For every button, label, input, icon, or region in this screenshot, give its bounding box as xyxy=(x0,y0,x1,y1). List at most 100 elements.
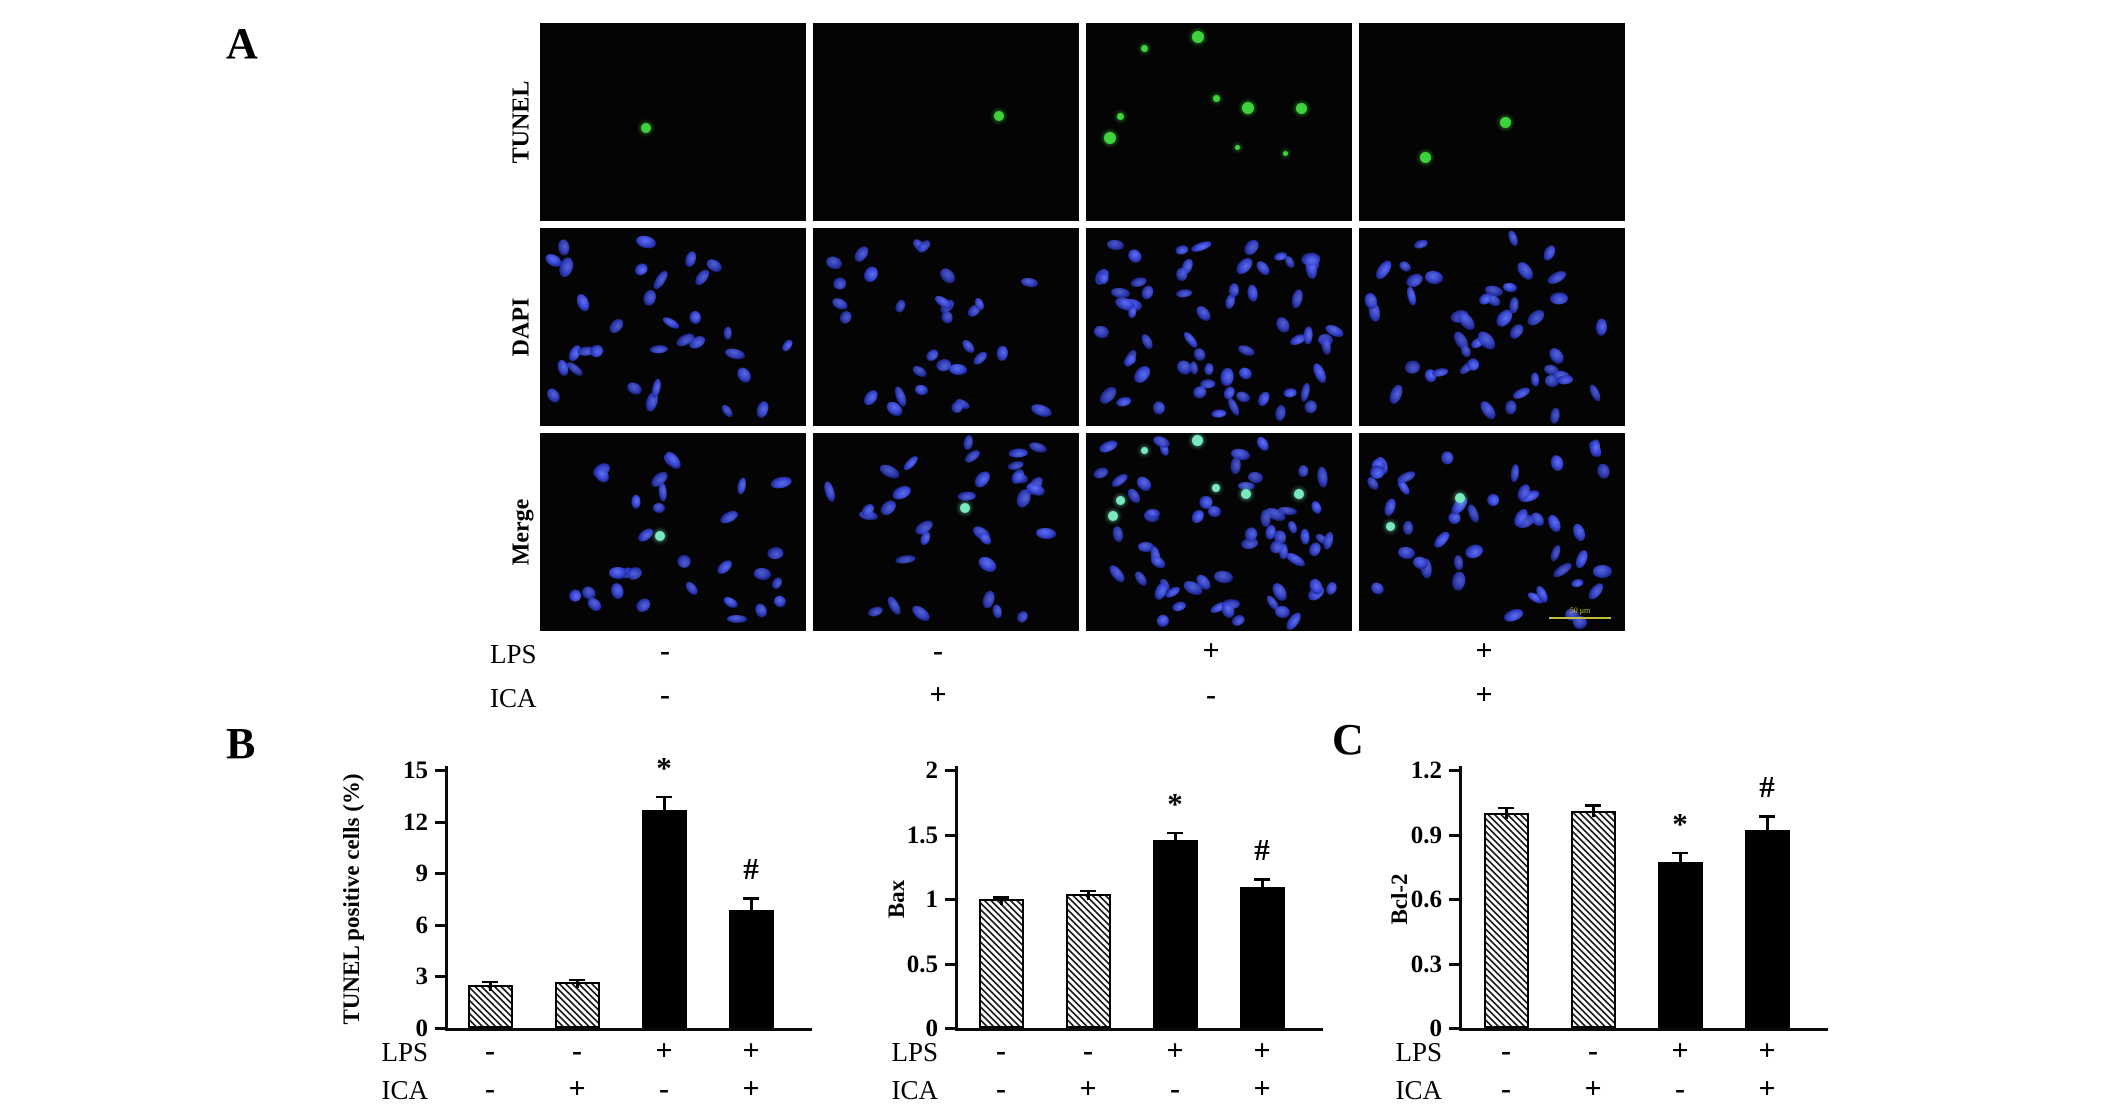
cell-nucleus xyxy=(1254,435,1272,454)
panel-a-ica-value-3: - xyxy=(1206,678,1216,711)
cell-nucleus xyxy=(772,593,788,609)
cell-nucleus xyxy=(625,379,644,397)
cell-nucleus xyxy=(1595,462,1611,480)
error-bar-cap xyxy=(1498,806,1514,810)
y-tick-mark xyxy=(1449,898,1459,901)
panel-a-lps-value-1: - xyxy=(660,634,670,667)
y-tick-label: 0.5 xyxy=(906,950,938,978)
error-bar-cap xyxy=(743,897,759,900)
chart-ica-value-2: + xyxy=(1079,1072,1097,1105)
cell-nucleus xyxy=(734,365,753,386)
cell-nucleus xyxy=(832,276,848,290)
cell-nucleus xyxy=(755,399,771,420)
cell-nucleus xyxy=(1284,549,1307,569)
cell-nucleus xyxy=(1245,284,1259,303)
bar xyxy=(1570,810,1616,1028)
merge-tunel-dot xyxy=(1116,495,1126,505)
chart-lps-value-2: - xyxy=(1083,1034,1093,1067)
cell-nucleus xyxy=(753,601,769,619)
chart-lps-value-1: - xyxy=(1501,1034,1511,1067)
tunel-positive-dot xyxy=(1235,145,1241,151)
y-tick-mark xyxy=(945,769,955,772)
tunel-positive-dot xyxy=(1212,94,1220,102)
chart-lps-value-3: + xyxy=(1166,1034,1184,1067)
tunel-positive-dot xyxy=(1242,102,1255,115)
cell-nucleus xyxy=(1219,367,1235,387)
cell-nucleus xyxy=(1508,297,1519,315)
cell-nucleus xyxy=(1556,373,1575,386)
cell-nucleus xyxy=(1540,243,1558,263)
cell-nucleus xyxy=(1273,404,1287,423)
cell-nucleus xyxy=(1502,607,1525,625)
cell-nucleus xyxy=(1463,542,1485,560)
cell-nucleus xyxy=(1030,402,1054,420)
cell-nucleus xyxy=(1592,565,1613,578)
cell-nucleus xyxy=(1549,406,1561,424)
cell-nucleus xyxy=(902,454,921,473)
cell-nucleus xyxy=(1282,254,1296,270)
y-tick-mark xyxy=(435,923,445,927)
y-tick-mark xyxy=(435,769,445,772)
micrograph-merge-1 xyxy=(540,433,806,631)
cell-nucleus xyxy=(990,603,1003,620)
chart-lps-row-label: LPS xyxy=(381,1037,428,1067)
cell-nucleus xyxy=(1387,382,1406,406)
chart-ica-value-4: + xyxy=(1758,1072,1776,1105)
cell-nucleus xyxy=(1035,527,1056,541)
y-tick-label: 1 xyxy=(925,886,939,913)
cell-nucleus xyxy=(1303,325,1314,345)
merge-tunel-dot xyxy=(654,530,665,541)
cell-nucleus xyxy=(1309,499,1323,515)
y-tick-label: 0.9 xyxy=(1410,821,1442,849)
significance-asterisk: * xyxy=(1167,785,1183,821)
cell-nucleus xyxy=(1505,399,1518,415)
cell-nucleus xyxy=(1190,238,1213,254)
cell-nucleus xyxy=(683,580,701,598)
cell-nucleus xyxy=(557,238,571,256)
significance-asterisk: * xyxy=(656,749,672,785)
cell-nucleus xyxy=(1290,288,1305,309)
cell-nucleus xyxy=(631,495,641,509)
y-tick-mark xyxy=(945,898,955,901)
cell-nucleus xyxy=(1300,252,1321,266)
cell-nucleus xyxy=(1485,491,1502,509)
y-tick-label: 0 xyxy=(1429,1015,1443,1042)
micrograph-tunel-3 xyxy=(1086,23,1352,221)
cell-nucleus xyxy=(976,530,993,548)
cell-nucleus xyxy=(1241,236,1262,258)
cell-nucleus xyxy=(1511,385,1532,402)
error-bar-stem xyxy=(576,978,579,989)
merge-tunel-dot xyxy=(1293,489,1304,500)
cell-nucleus xyxy=(1235,389,1252,405)
cell-nucleus xyxy=(1273,315,1292,335)
y-tick-label: 1.5 xyxy=(906,821,938,849)
cell-nucleus xyxy=(607,317,627,337)
cell-nucleus xyxy=(724,346,747,361)
micrograph-dapi-4 xyxy=(1359,228,1625,426)
cell-nucleus xyxy=(975,553,999,575)
cell-nucleus xyxy=(1382,497,1398,518)
merge-tunel-dot xyxy=(1240,489,1251,500)
cell-nucleus xyxy=(683,249,698,268)
chart-lps-value-1: - xyxy=(996,1034,1006,1067)
cell-nucleus xyxy=(1236,365,1254,381)
cell-nucleus xyxy=(1299,381,1312,402)
cell-nucleus xyxy=(1228,283,1240,298)
y-tick-label: 0.6 xyxy=(1410,886,1442,913)
error-bar-stem xyxy=(1261,878,1264,894)
error-bar-cap xyxy=(1254,878,1270,881)
y-tick-mark xyxy=(1449,962,1459,966)
cell-nucleus xyxy=(718,508,740,526)
cell-nucleus xyxy=(769,475,793,491)
cell-nucleus xyxy=(650,268,671,292)
error-bar-cap xyxy=(656,795,672,799)
chart-lps-value-1: - xyxy=(485,1034,495,1067)
chart-ica-value-1: - xyxy=(1501,1072,1511,1105)
cell-nucleus xyxy=(1405,285,1418,306)
panel-a-lps-value-4: + xyxy=(1475,634,1493,667)
scale-bar-label: 50 μm xyxy=(1569,606,1591,615)
cell-nucleus xyxy=(1125,247,1144,265)
cell-nucleus xyxy=(1148,552,1168,571)
y-tick-label: 0.3 xyxy=(1410,950,1442,978)
cell-nucleus xyxy=(1595,318,1608,337)
